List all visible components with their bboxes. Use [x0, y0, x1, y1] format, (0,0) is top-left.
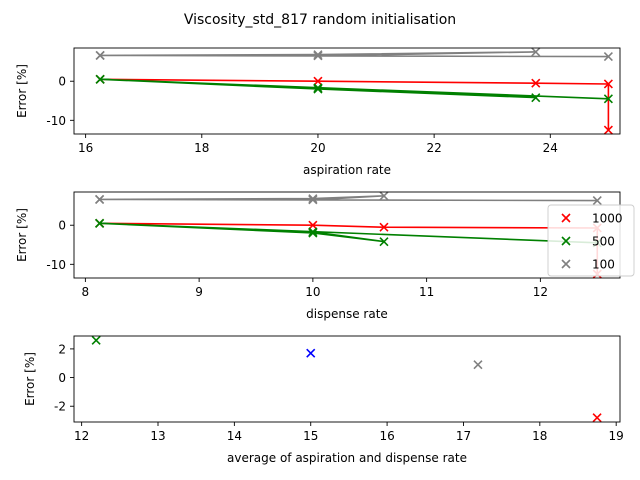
data-point-500: [308, 228, 318, 238]
y-tick-label: -10: [46, 114, 66, 128]
data-point-500: [531, 93, 541, 103]
x-tick-label: 18: [532, 429, 547, 443]
data-point-500: [379, 237, 389, 247]
plot-area: [74, 48, 620, 134]
series-line-100: [100, 51, 609, 58]
series-line-500: [99, 222, 598, 244]
subplot-2: 8 9 10 11 12 -10 0 dispense rate Error [%] 1000 50…: [15, 191, 635, 321]
x-tick-label: 20: [310, 141, 325, 155]
data-point-100: [308, 194, 318, 204]
x-tick-label: 11: [419, 285, 434, 299]
data-point-500: [313, 83, 323, 93]
data-point-1000: [313, 76, 323, 86]
data-point: [306, 348, 316, 358]
y-tick-label: 0: [58, 219, 66, 233]
data-point-100: [592, 196, 602, 206]
data-point-100: [313, 51, 323, 61]
x-axis-label: average of aspiration and dispense rate: [227, 451, 467, 465]
data-point-500: [95, 218, 105, 228]
x-tick-label: 22: [426, 141, 441, 155]
data-point-500: [603, 94, 613, 104]
data-point-1000: [308, 220, 318, 230]
series-line-500: [100, 78, 609, 100]
data-point-100: [95, 194, 105, 204]
figure-title: Viscosity_std_817 random initialisation: [184, 12, 456, 28]
data-point-1000: [603, 79, 613, 89]
x-tick-label: 24: [543, 141, 558, 155]
subplot-1: 16 18 20 22 24 -10 0 aspiration rate Error [%]: [15, 47, 621, 177]
x-tick-label: 14: [227, 429, 242, 443]
series-line-100: [99, 195, 598, 202]
y-axis-label: Error [%]: [15, 208, 29, 262]
x-tick-label: 15: [303, 429, 318, 443]
y-tick-label: 0: [58, 75, 66, 89]
data-point-500: [313, 84, 323, 94]
x-tick-label: 10: [305, 285, 320, 299]
data-point-500: [308, 227, 318, 237]
x-tick-label: 12: [74, 429, 89, 443]
y-tick-label: 0: [58, 371, 66, 385]
data-point-1000: [531, 78, 541, 88]
x-tick-label: 13: [150, 429, 165, 443]
data-point-500: [95, 74, 105, 84]
y-axis-label: Error [%]: [23, 352, 37, 406]
legend-label-1000: 1000: [592, 212, 623, 226]
legend-label-100: 100: [592, 258, 615, 272]
data-point: [473, 360, 483, 370]
y-tick-label: -10: [46, 258, 66, 272]
axes-frame: [73, 47, 621, 135]
x-tick-label: 16: [78, 141, 93, 155]
x-axis-label: dispense rate: [306, 307, 388, 321]
legend-box: [547, 204, 635, 277]
data-point: [91, 335, 101, 345]
legend-marker-1000: [561, 213, 571, 223]
y-axis-label: Error [%]: [15, 64, 29, 118]
x-tick-label: 8: [82, 285, 90, 299]
data-point: [592, 413, 602, 423]
y-tick-label: -2: [54, 400, 66, 414]
plot-area: [74, 336, 620, 422]
x-tick-label: 12: [533, 285, 548, 299]
data-point-100: [313, 50, 323, 60]
axes-frame: [73, 335, 621, 423]
data-point-100: [531, 47, 541, 57]
legend: 1000 500 100: [547, 204, 635, 277]
x-tick-label: 9: [195, 285, 203, 299]
x-axis-label: aspiration rate: [303, 163, 391, 177]
legend-marker-100: [561, 259, 571, 269]
x-tick-label: 19: [609, 429, 624, 443]
x-tick-label: 17: [456, 429, 471, 443]
data-point-100: [95, 50, 105, 60]
x-tick-label: 16: [379, 429, 394, 443]
subplot-3: 12 13 14 15 16 17 18 19 -2 0 2 average of aspiratio…: [23, 335, 624, 465]
legend-marker-500: [561, 236, 571, 246]
data-point-1000: [379, 222, 389, 232]
data-point-1000: [603, 125, 613, 135]
y-tick-label: 2: [58, 342, 66, 356]
data-point-100: [379, 191, 389, 201]
legend-label-500: 500: [592, 235, 615, 249]
data-point-100: [308, 195, 318, 205]
x-tick-label: 18: [194, 141, 209, 155]
plot-area: [74, 192, 620, 278]
data-point-100: [603, 52, 613, 62]
